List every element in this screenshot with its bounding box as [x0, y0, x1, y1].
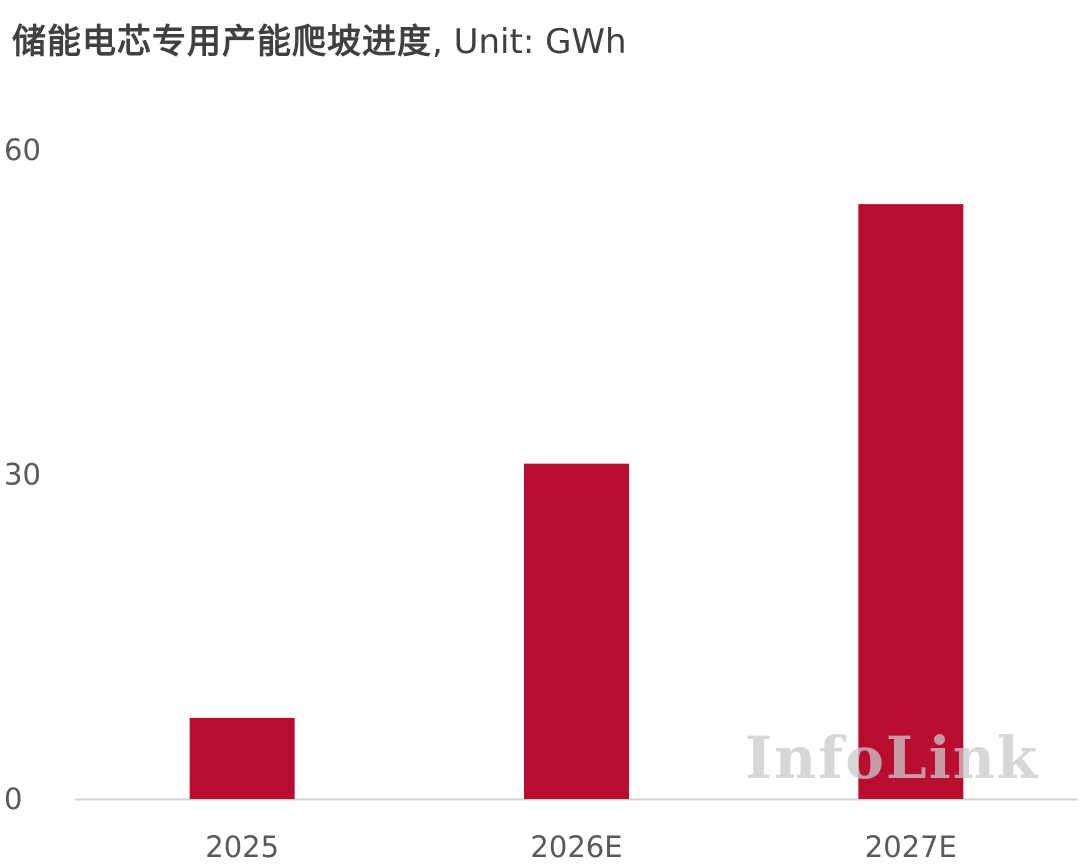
x-tick-label: 2026E	[530, 830, 622, 864]
y-tick-label: 30	[4, 458, 41, 492]
x-tick-label: 2025	[205, 830, 279, 864]
x-axis-ticks: 2025 2026E 2027E	[205, 830, 957, 864]
chart-title-unit: , Unit: GWh	[432, 22, 627, 62]
bar-2027E	[858, 204, 964, 800]
watermark-logo: InfoLink	[745, 724, 1039, 792]
y-axis-ticks: 0 30 60	[4, 133, 41, 816]
bar-2026E	[524, 463, 629, 799]
chart-title: 储能电芯专用产能爬坡进度, Unit: GWh	[12, 18, 627, 66]
chart-title-main: 储能电芯专用产能爬坡进度	[12, 22, 432, 62]
bar-2025	[189, 717, 295, 799]
x-tick-label: 2027E	[865, 830, 957, 864]
y-tick-label: 0	[4, 782, 22, 816]
bars-group	[189, 204, 964, 800]
y-tick-label: 60	[4, 133, 41, 167]
